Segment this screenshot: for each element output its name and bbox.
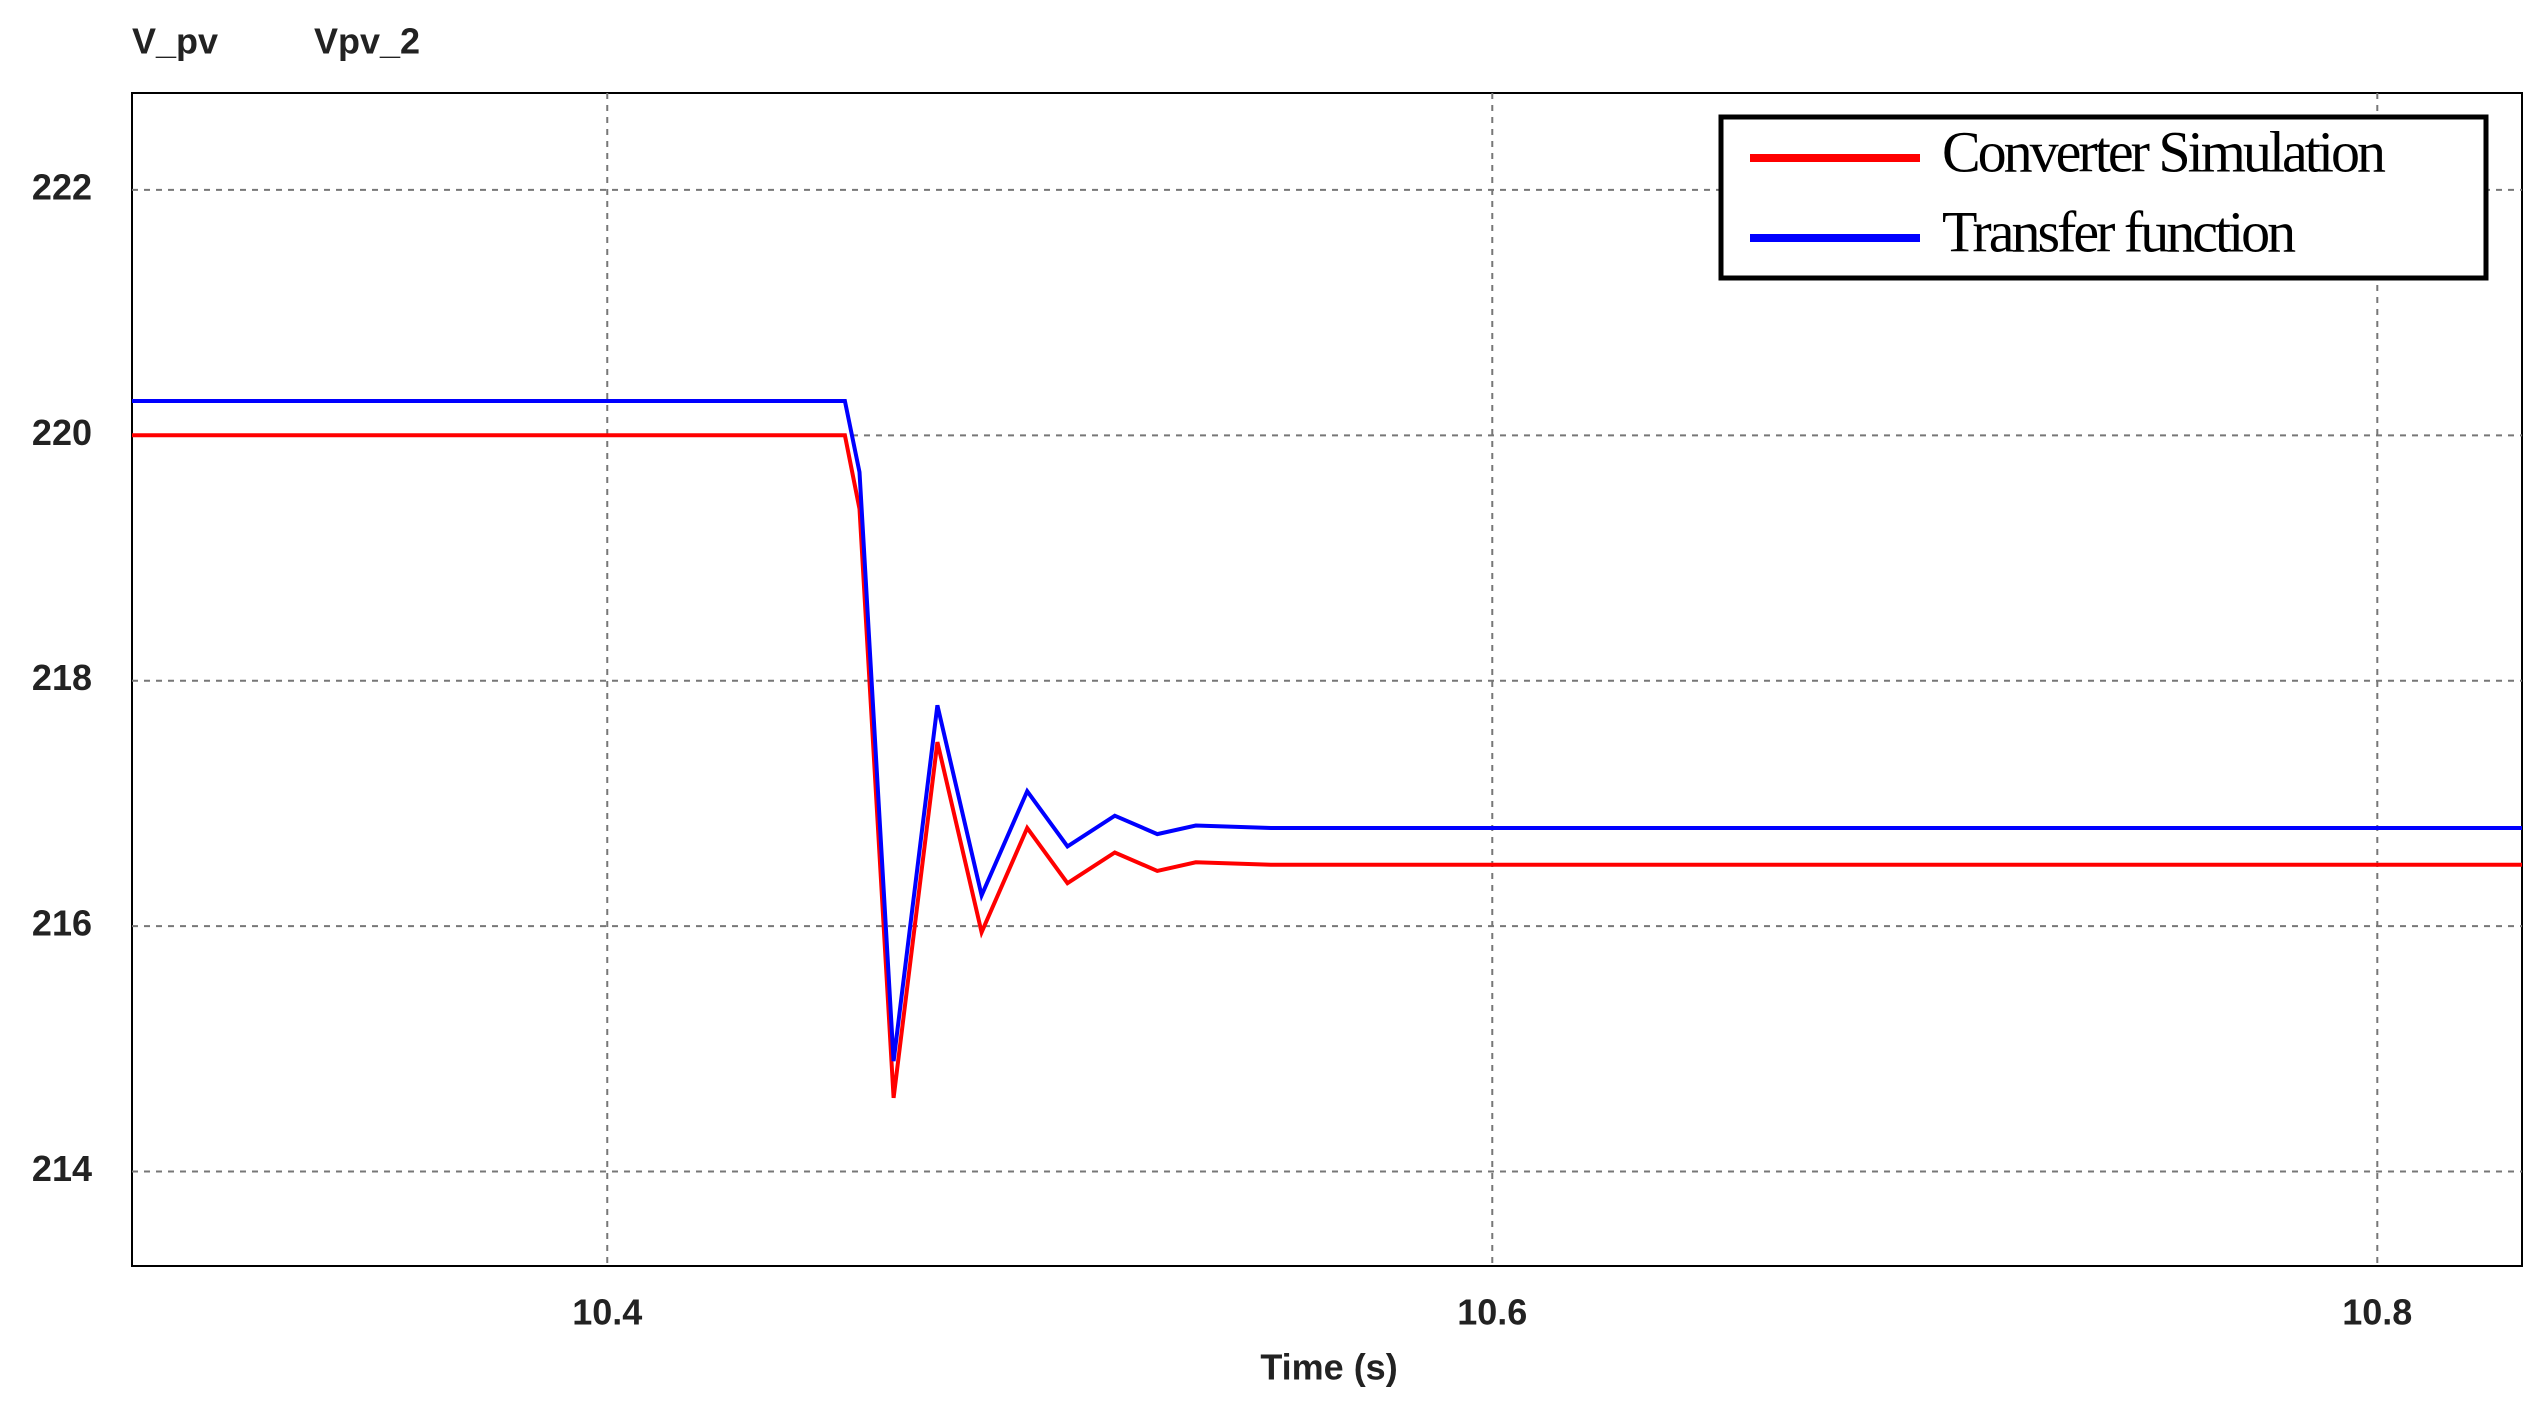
x-tick-label: 10.4 (572, 1292, 642, 1333)
legend-label: Converter Simulation (1942, 119, 2386, 184)
data-line (132, 433, 2522, 1099)
y-tick-label: 218 (32, 657, 92, 698)
legend-box (1718, 114, 2489, 281)
probe-label: V_pv (132, 21, 218, 62)
plot-area (131, 92, 2523, 1267)
y-tick-label: 222 (32, 166, 92, 207)
x-tick-label: 10.8 (2342, 1292, 2412, 1333)
y-tick-label: 214 (32, 1148, 92, 1189)
legend-label: Transfer function (1942, 199, 2296, 264)
y-tick-label: 216 (32, 903, 92, 944)
x-tick-label: 10.6 (1457, 1292, 1527, 1333)
x-axis-label: Time (s) (1260, 1347, 1397, 1388)
probe-label: Vpv_2 (314, 21, 420, 62)
y-tick-label: 220 (32, 412, 92, 453)
data-line (132, 399, 2522, 1062)
